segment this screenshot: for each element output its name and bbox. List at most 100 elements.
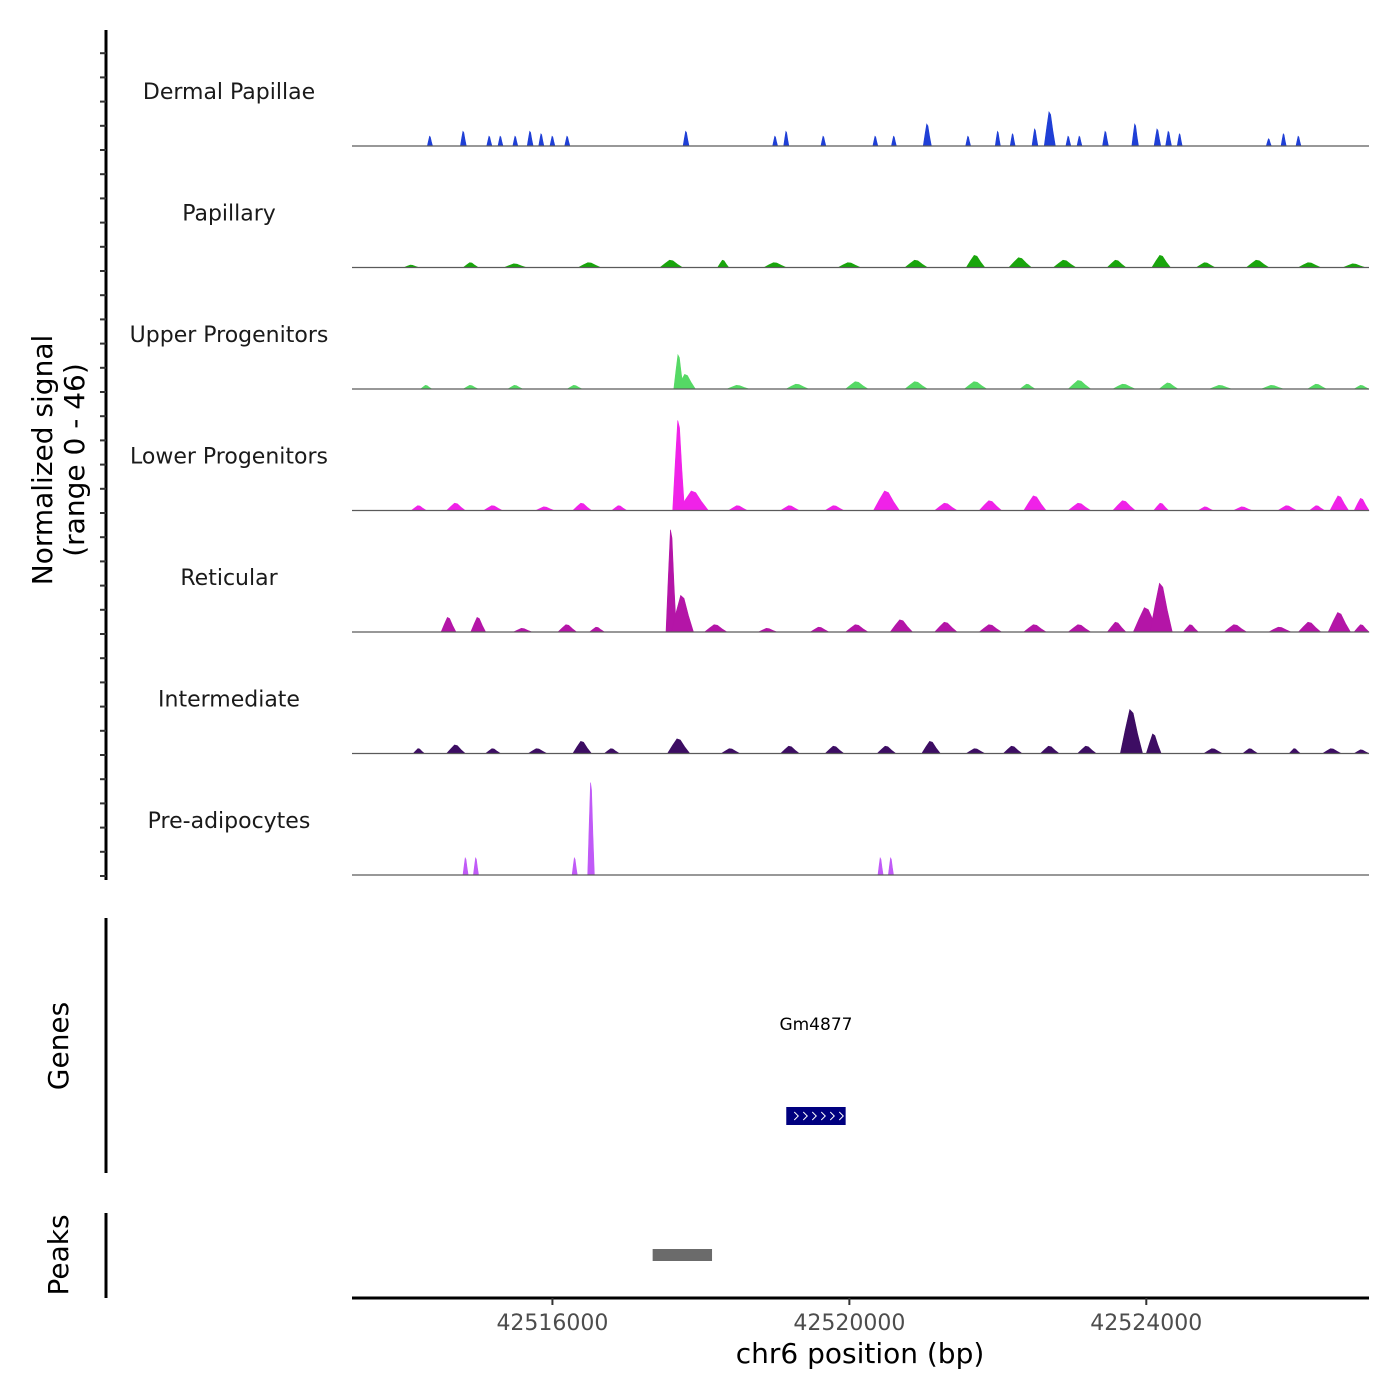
peak-annotations	[652, 1249, 713, 1261]
signal-peak	[727, 505, 748, 511]
signal-peak	[486, 135, 493, 147]
signal-peak	[1112, 383, 1136, 390]
track-label: Papillary	[182, 202, 276, 227]
signal-peak	[440, 616, 457, 633]
signal-peak	[659, 259, 684, 268]
signal-peak	[473, 857, 479, 876]
signal-y-ticks	[100, 52, 106, 877]
signal-peak	[1176, 133, 1183, 147]
signal-peak	[1009, 133, 1016, 147]
signal-peak	[1052, 259, 1077, 268]
signal-peak	[720, 748, 741, 754]
signal-peak	[1329, 495, 1350, 511]
signal-peak	[1202, 748, 1223, 754]
signal-peak	[1321, 748, 1342, 754]
signal-peak	[682, 130, 690, 147]
signal-peak	[1131, 123, 1139, 147]
signal-peak	[872, 135, 879, 147]
signal-peak	[703, 624, 728, 633]
y-axis-title-line1: Normalized signal	[26, 335, 59, 586]
signal-peak	[933, 502, 959, 511]
signal-peak	[965, 748, 985, 754]
signal-peak	[1065, 135, 1072, 147]
signal-peak	[1153, 128, 1162, 147]
signal-peak	[587, 782, 595, 876]
signal-peak	[889, 619, 914, 633]
x-tick-label: 42524000	[1090, 1311, 1202, 1336]
signal-peak	[876, 745, 897, 754]
strand-arrow	[793, 1111, 799, 1121]
signal-peak	[786, 383, 809, 390]
signal-peak	[963, 381, 988, 390]
signal-peak	[1280, 133, 1287, 147]
signal-peak	[445, 502, 467, 511]
signal-peak	[1149, 582, 1173, 633]
strand-arrow	[829, 1111, 835, 1121]
y-axis-title-line2: (range 0 - 46)	[58, 363, 91, 557]
signal-peak	[1145, 733, 1162, 754]
signal-peak	[1002, 745, 1023, 754]
signal-peak	[512, 135, 519, 147]
signal-peak	[809, 626, 830, 633]
strand-arrow	[820, 1111, 826, 1121]
signal-peak	[572, 502, 593, 511]
signal-peak	[1022, 624, 1048, 633]
signal-peak	[783, 130, 790, 147]
signal-peak	[484, 748, 502, 754]
signal-peak	[820, 135, 827, 147]
signal-peak	[965, 254, 986, 268]
signal-peak	[904, 381, 929, 390]
x-axis-ticks: 42516000 42520000 42524000	[496, 1298, 1202, 1336]
signal-peak	[779, 745, 801, 754]
signal-peak	[460, 130, 467, 147]
signal-peak	[470, 616, 487, 633]
track-upper-progenitors: Upper Progenitors	[130, 323, 1370, 390]
signal-peak	[844, 381, 869, 390]
signal-peak	[672, 420, 685, 511]
signal-peak	[578, 262, 601, 268]
signal-peak	[1067, 502, 1092, 511]
signal-peak	[588, 626, 606, 633]
signal-peak	[1067, 380, 1092, 390]
track-lower-progenitors: Lower Progenitors	[130, 420, 1370, 512]
signal-peak	[1268, 626, 1292, 633]
signal-peak	[1112, 500, 1136, 511]
signal-peak	[1119, 709, 1143, 754]
signal-peak	[1043, 111, 1056, 147]
signal-peak	[978, 624, 1003, 633]
x-tick-label: 42516000	[496, 1311, 608, 1336]
track-label: Intermediate	[158, 688, 300, 713]
signal-peak	[824, 745, 845, 754]
signal-peak	[772, 135, 779, 147]
signal-peak	[482, 505, 503, 511]
signal-peak	[557, 624, 578, 633]
signal-peak	[1295, 135, 1302, 147]
signal-peak	[526, 130, 534, 147]
signal-peak	[994, 130, 1001, 147]
signal-peak	[1297, 621, 1322, 633]
signal-peak	[1182, 624, 1199, 633]
signal-peak	[1008, 257, 1033, 268]
gene-annotations: Gm4877	[779, 1015, 852, 1125]
signal-peak	[978, 500, 1003, 511]
signal-peak	[603, 748, 621, 754]
signal-peak	[527, 748, 548, 754]
signal-peak	[497, 135, 504, 147]
signal-peak	[1306, 383, 1327, 390]
signal-peak	[838, 262, 861, 268]
signal-peak	[891, 135, 897, 147]
signal-peak	[965, 135, 972, 147]
signal-peak	[571, 857, 578, 876]
signal-peak	[538, 133, 545, 147]
signal-peak	[1353, 624, 1370, 633]
signal-peak	[1151, 254, 1172, 268]
signal-peak	[1245, 259, 1270, 268]
signal-peak	[412, 748, 426, 754]
signal-peak	[1153, 502, 1170, 511]
coverage-tracks: Dermal Papillae Papillary Upper Progenitor…	[130, 80, 1370, 876]
signal-peak	[763, 262, 787, 268]
signal-peak	[1158, 382, 1179, 390]
signal-peak	[1067, 624, 1092, 633]
x-axis-title: chr6 position (bp)	[736, 1337, 985, 1370]
